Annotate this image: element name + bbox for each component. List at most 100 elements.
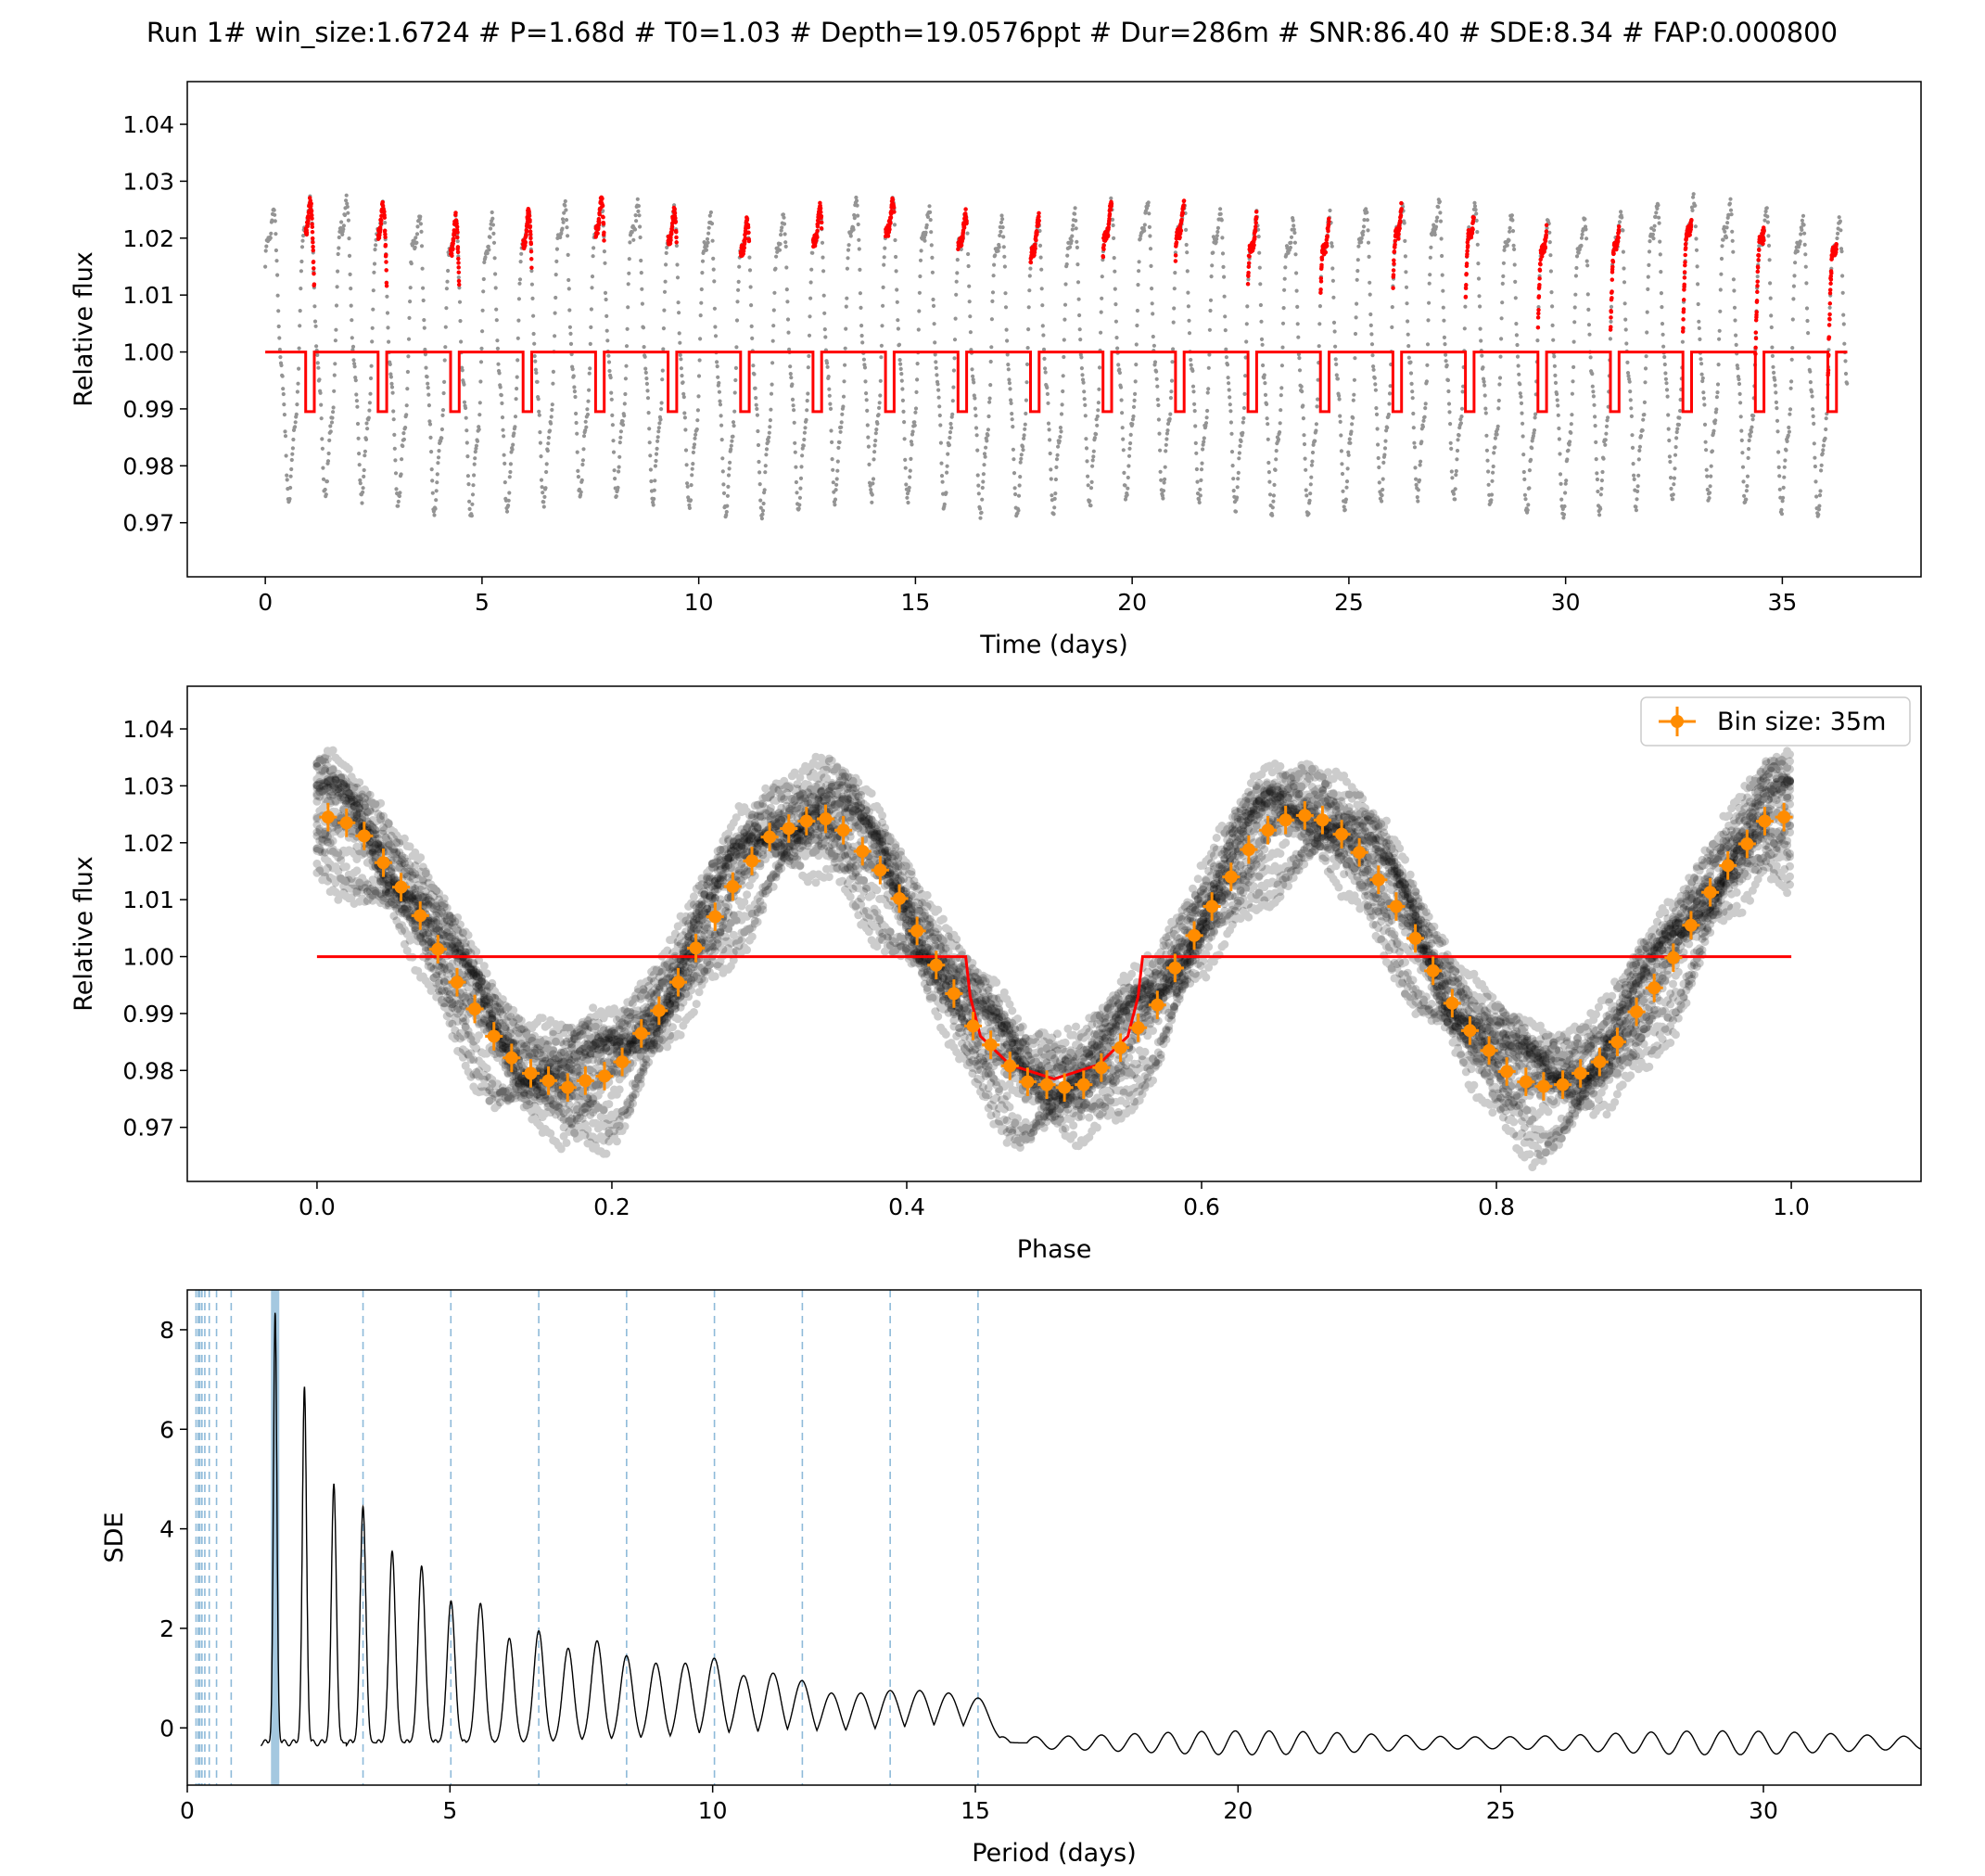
y-tick-label: 0.99 — [122, 1001, 174, 1027]
periodogram-y-ticks: 0 2 4 6 8 — [159, 1317, 187, 1742]
binned-marker — [376, 856, 390, 870]
binned-point — [668, 967, 688, 997]
binned-point — [595, 1062, 614, 1091]
binned-marker — [1740, 837, 1754, 851]
binned-point — [355, 822, 374, 850]
binned-point — [816, 804, 835, 834]
binned-point — [1055, 1073, 1074, 1103]
x-tick-label: 10 — [698, 1797, 728, 1824]
binned-marker — [799, 814, 813, 828]
binned-marker — [1224, 870, 1238, 884]
binned-point — [540, 1066, 558, 1095]
y-tick-label: 1.02 — [122, 225, 174, 252]
binned-marker — [1703, 886, 1717, 900]
x-tick-label: 15 — [961, 1797, 990, 1824]
x-tick-label: 30 — [1749, 1797, 1778, 1824]
light-curve-x-ticks: 0 5 10 15 20 25 30 35 — [258, 577, 1797, 616]
phase-fold-xlabel: Phase — [1017, 1235, 1092, 1264]
y-tick-label: 1.03 — [122, 772, 174, 799]
binned-marker — [1445, 996, 1459, 1010]
binned-point — [1387, 892, 1406, 921]
binned-point — [723, 872, 742, 901]
binned-marker — [357, 829, 371, 843]
binned-point — [743, 847, 761, 875]
sde-curve — [260, 1312, 1921, 1756]
phase-fold-data-path — [312, 828, 1795, 1172]
binned-point — [1202, 892, 1221, 921]
binned-marker — [947, 987, 961, 1001]
binned-point — [760, 823, 779, 851]
phase-fold-data-path — [312, 752, 1795, 1067]
y-tick-label: 1.01 — [122, 282, 174, 309]
binned-marker — [487, 1029, 501, 1043]
binned-marker — [1371, 873, 1385, 887]
phase-fold-x-ticks: 0.0 0.2 0.4 0.6 0.8 1.0 — [299, 1181, 1810, 1220]
binned-point — [1755, 807, 1774, 836]
y-tick-label: 0.99 — [122, 396, 174, 423]
binned-marker — [1389, 900, 1403, 913]
binned-marker — [1610, 1035, 1624, 1049]
binned-marker — [1261, 823, 1275, 837]
binned-marker — [1241, 843, 1255, 857]
binned-point — [1185, 921, 1203, 951]
binned-point — [428, 935, 447, 964]
binned-marker — [1482, 1043, 1496, 1057]
phase-fold-legend: Bin size: 35m — [1640, 696, 1911, 747]
binned-marker — [856, 845, 870, 858]
binned-marker — [431, 942, 445, 956]
transit-model-path — [265, 351, 1848, 414]
y-tick-label: 1.04 — [122, 716, 174, 743]
binned-marker — [763, 830, 777, 844]
legend-label: Bin size: 35m — [1717, 708, 1886, 736]
binned-marker — [873, 863, 887, 877]
binned-point — [1129, 1013, 1148, 1042]
binned-marker — [616, 1055, 630, 1069]
binned-marker — [1113, 1040, 1127, 1054]
y-tick-label: 0.97 — [122, 1115, 174, 1142]
binned-point — [927, 951, 946, 980]
binned-marker — [1168, 961, 1182, 975]
binned-point — [1590, 1047, 1609, 1077]
y-tick-label: 1.04 — [122, 111, 174, 138]
binned-point — [1112, 1033, 1130, 1063]
binned-marker — [1335, 827, 1349, 841]
binned-marker — [966, 1019, 980, 1033]
binned-marker — [1205, 900, 1219, 913]
binned-marker — [1630, 1005, 1644, 1019]
periodogram-ylabel: SDE — [100, 1512, 129, 1563]
binned-marker — [1666, 951, 1680, 964]
binned-point — [1664, 943, 1683, 973]
binned-marker — [1279, 813, 1292, 827]
binned-point — [1554, 1070, 1572, 1099]
x-tick-label: 5 — [475, 589, 490, 616]
binned-marker — [1094, 1061, 1108, 1075]
binned-marker — [598, 1069, 612, 1083]
panel-light-curve: 0 5 10 15 20 25 30 35 0.97 0.98 0.99 1.00 1.01 1.02 1… — [70, 81, 1922, 659]
binned-marker — [1151, 998, 1164, 1012]
phase-fold-data-path — [312, 826, 1795, 1159]
x-tick-label: 20 — [1117, 589, 1147, 616]
binned-point — [632, 1019, 651, 1048]
light-curve-frame — [186, 81, 1922, 578]
binned-point — [1737, 829, 1756, 859]
panel-phase-fold: 0.0 0.2 0.4 0.6 0.8 1.0 0.97 0.98 0.99 1.00 1.01 1… — [70, 685, 1922, 1264]
binned-marker — [1500, 1065, 1514, 1078]
y-tick-label: 2 — [159, 1615, 174, 1642]
binned-marker — [1426, 964, 1440, 977]
binned-point — [576, 1066, 594, 1095]
binned-marker — [1298, 809, 1312, 823]
y-tick-label: 0.97 — [122, 510, 174, 537]
harmonic-lines — [195, 1290, 979, 1785]
binned-point — [650, 996, 668, 1026]
binned-point — [687, 934, 706, 963]
transit-model-line — [265, 195, 1848, 414]
x-tick-label: 1.0 — [1773, 1193, 1810, 1220]
x-tick-label: 0 — [258, 589, 273, 616]
binned-marker — [782, 822, 795, 836]
binned-point — [1480, 1036, 1498, 1066]
binned-point — [1534, 1072, 1553, 1101]
binned-point — [1443, 989, 1461, 1018]
binned-point — [1332, 820, 1351, 849]
phase-fold-data-path — [312, 803, 1795, 1128]
